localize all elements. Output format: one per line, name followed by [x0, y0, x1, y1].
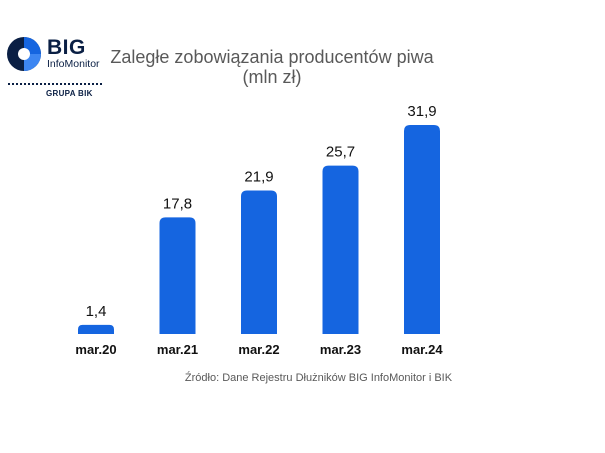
logo-group-label: GRUPA BIK	[46, 89, 93, 98]
category-label: mar.20	[75, 342, 116, 357]
logo-mark-icon	[7, 37, 41, 71]
bar-mar.24	[404, 125, 440, 334]
value-label: 17,8	[163, 195, 192, 212]
category-label: mar.22	[238, 342, 279, 357]
category-labels-group: mar.20 mar.21 mar.22 mar.23 mar.24	[75, 342, 443, 357]
category-label: mar.21	[157, 342, 198, 357]
chart-title: Zaległe zobowiązania producentów piwa	[110, 47, 434, 67]
big-infomonitor-logo: BIG InfoMonitor GRUPA BIK	[6, 36, 106, 102]
bar-mar.22	[241, 190, 277, 334]
category-label: mar.23	[320, 342, 361, 357]
category-label: mar.24	[401, 342, 443, 357]
value-label: 25,7	[326, 144, 355, 161]
value-label: 1,4	[86, 303, 107, 320]
bar-mar.21	[159, 217, 196, 334]
logo-brand: BIG	[47, 36, 86, 59]
value-label: 21,9	[244, 169, 273, 186]
logo-product: InfoMonitor	[47, 58, 100, 70]
bar-mar.23	[322, 165, 359, 334]
bar-mar.20	[78, 324, 114, 334]
logo-divider	[8, 83, 102, 85]
chart-subtitle: (mln zł)	[242, 67, 302, 87]
value-labels-group: 1,4 17,8 21,9 25,7 31,9	[86, 103, 437, 320]
value-label: 31,9	[407, 103, 436, 120]
bars-group	[78, 125, 440, 334]
source-note: Źródło: Dane Rejestru Dłużników BIG Info…	[184, 372, 453, 384]
chart-title-block: Zaległe zobowiązania producentów piwa (m…	[100, 47, 444, 87]
